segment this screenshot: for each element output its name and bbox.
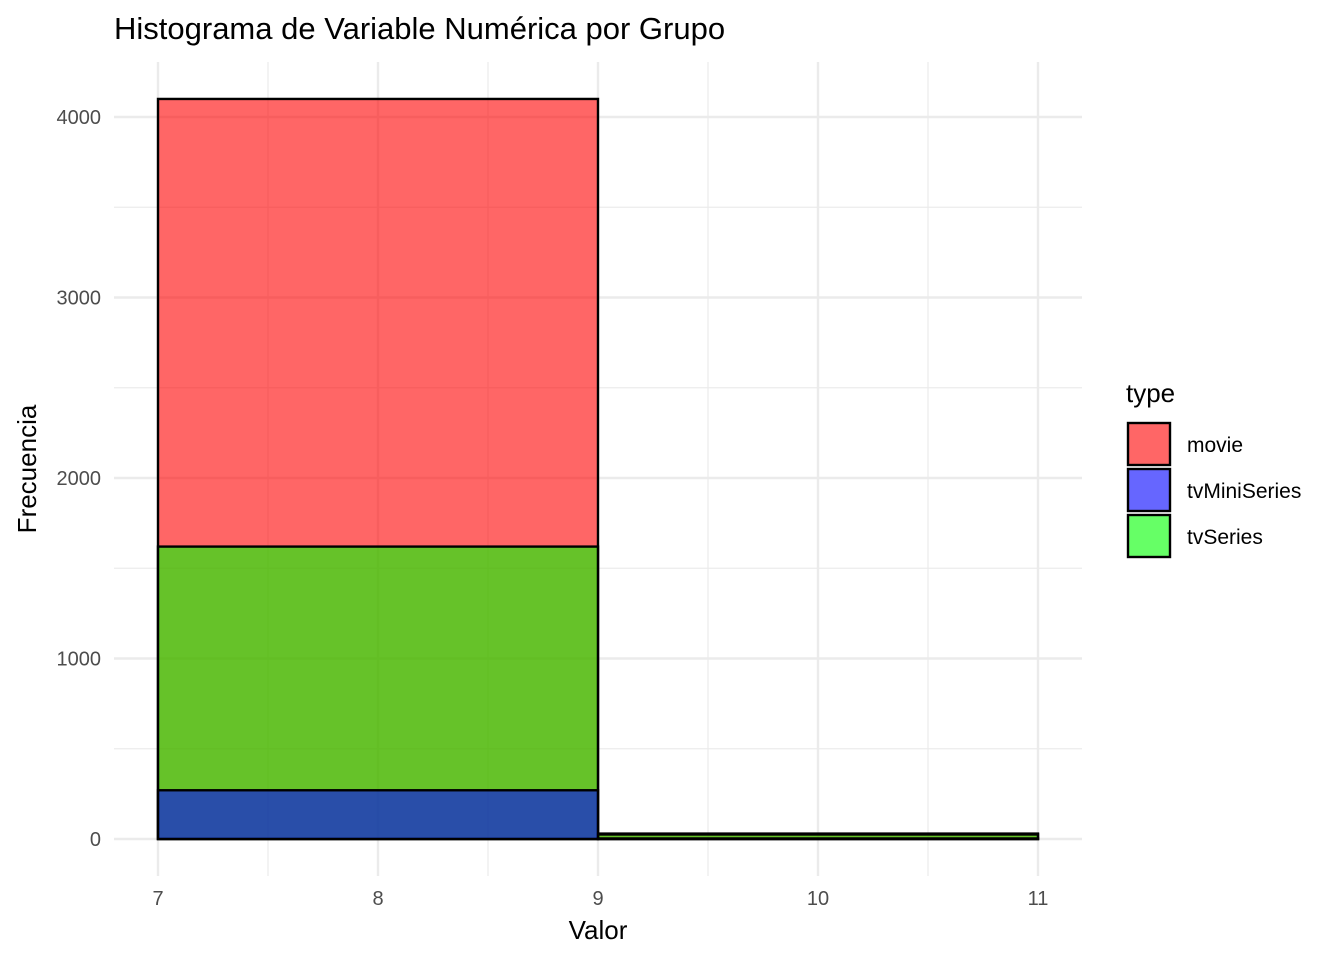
- legend-item-tvMiniSeries: tvMiniSeries: [1126, 467, 1301, 513]
- x-axis-title: Valor: [569, 915, 628, 945]
- y-tick-label: 2000: [57, 468, 102, 490]
- legend-key-tvSeries: [1126, 513, 1172, 559]
- legend-label-tvSeries: tvSeries: [1187, 526, 1263, 549]
- legend-item-movie: movie: [1126, 421, 1243, 467]
- x-tick-label: 7: [152, 888, 163, 910]
- bar-tvMiniSeries-bin-2: [596, 837, 1040, 841]
- legend-item-tvSeries: tvSeries: [1126, 513, 1263, 559]
- legend-label-tvMiniSeries: tvMiniSeries: [1187, 480, 1301, 503]
- bar-tvMiniSeries-bin-1: [156, 789, 600, 841]
- legend-title: type: [1126, 378, 1175, 408]
- x-tick-label: 9: [592, 888, 603, 910]
- y-tick-label: 0: [90, 829, 101, 851]
- y-tick-label: 3000: [57, 288, 102, 310]
- y-tick-label: 4000: [57, 107, 102, 129]
- x-tick-label: 10: [807, 888, 829, 910]
- y-axis-title: Frecuencia: [12, 404, 42, 533]
- legend: type movie tvMiniSeries tvSeries: [1126, 378, 1301, 559]
- legend-key-movie: [1126, 421, 1172, 467]
- chart-title: Histograma de Variable Numérica por Grup…: [114, 11, 725, 46]
- x-tick-label: 8: [372, 888, 383, 910]
- ticks-layer: 0 1000 2000 3000 4000 7 8 9 10 11: [57, 107, 1049, 910]
- bars-layer: [156, 97, 1040, 841]
- legend-label-movie: movie: [1187, 434, 1243, 457]
- x-tick-label: 11: [1028, 888, 1049, 910]
- legend-items: movie tvMiniSeries tvSeries: [1126, 421, 1301, 559]
- y-tick-label: 1000: [57, 649, 102, 671]
- legend-key-tvMiniSeries: [1126, 467, 1172, 513]
